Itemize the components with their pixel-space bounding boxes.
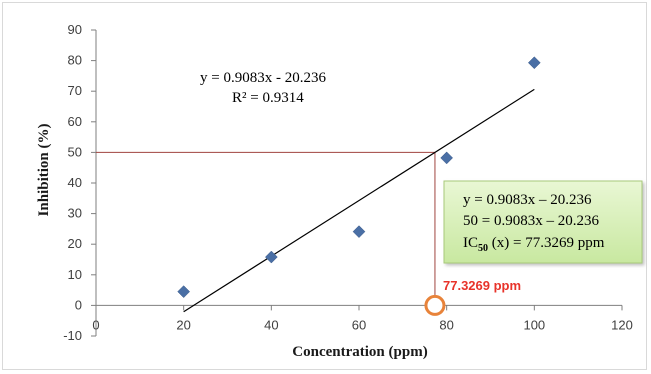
x-axis-title: Concentration (ppm) xyxy=(292,344,427,360)
y-tick-label: 30 xyxy=(68,206,82,221)
x-tick-label: 60 xyxy=(352,317,366,332)
axes: -10 0 10 20 30 40 50 60 70 80 90 0 20 40 60 80 100 120 xyxy=(63,22,633,343)
x-tick-label: 100 xyxy=(523,317,545,332)
ic50-marker xyxy=(424,294,446,316)
data-points xyxy=(177,56,541,298)
ic50-label: 77.3269 ppm xyxy=(443,278,521,293)
data-point xyxy=(527,56,541,70)
y-tick-label: 40 xyxy=(68,175,82,190)
y-tick-label: 20 xyxy=(68,236,82,251)
data-point xyxy=(352,225,366,239)
annotation-line-1: y = 0.9083x – 20.236 xyxy=(463,192,592,208)
y-tick-label: 10 xyxy=(68,267,82,282)
equation-text: y = 0.9083x - 20.236 xyxy=(200,70,326,86)
x-tick-label: 80 xyxy=(439,317,453,332)
x-axis-ticks: 0 20 40 60 80 100 120 xyxy=(92,305,633,332)
data-point xyxy=(264,250,278,264)
annotation-line-3: IC50 (x) = 77.3269 ppm xyxy=(463,235,605,254)
y-tick-label: 90 xyxy=(68,22,82,37)
r-squared-text: R² = 0.9314 xyxy=(232,90,304,106)
y-tick-label: 0 xyxy=(75,297,82,312)
reference-lines xyxy=(96,151,436,306)
x-tick-label: 20 xyxy=(176,317,190,332)
x-tick-label: 120 xyxy=(611,317,633,332)
y-tick-label: 80 xyxy=(68,53,82,68)
y-tick-label: 70 xyxy=(68,83,82,98)
y-axis-ticks: -10 0 10 20 30 40 50 60 70 80 90 xyxy=(63,22,96,343)
trendline-equation: y = 0.9083x - 20.236 R² = 0.9314 xyxy=(200,70,326,106)
annotation-ic-value: (x) = 77.3269 ppm xyxy=(488,235,605,251)
annotation-box-background xyxy=(443,180,643,264)
annotation-ic-prefix: IC xyxy=(463,235,478,251)
annotation-line-2: 50 = 0.9083x – 20.236 xyxy=(463,213,599,229)
ic50-annotation-box: y = 0.9083x – 20.236 50 = 0.9083x – 20.2… xyxy=(443,180,643,264)
x-tick-label: 0 xyxy=(92,317,99,332)
y-axis-title: Inhibition (%) xyxy=(36,124,52,217)
data-point xyxy=(177,285,191,298)
y-tick-label: 60 xyxy=(68,114,82,129)
x-tick-label: 40 xyxy=(264,317,278,332)
annotation-ic-subscript: 50 xyxy=(478,243,488,254)
y-tick-label: 50 xyxy=(68,144,82,159)
data-point xyxy=(440,151,454,165)
y-tick-label: -10 xyxy=(63,328,82,343)
trendline xyxy=(183,88,535,313)
